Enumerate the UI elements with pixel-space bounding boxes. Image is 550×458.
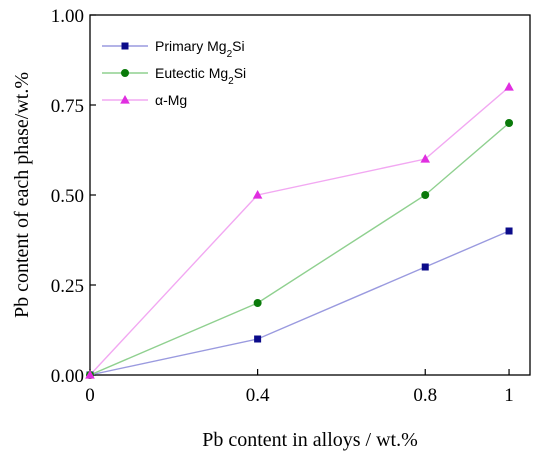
- data-point: [421, 191, 430, 199]
- y-tick-label: 0.75: [51, 96, 84, 117]
- data-point: [504, 82, 514, 91]
- series-line-1: [89, 122, 510, 376]
- data-point: [421, 263, 429, 271]
- series-lines: [89, 86, 510, 376]
- data-point: [505, 227, 513, 235]
- legend-entry: Eutectic Mg2Si: [155, 65, 246, 87]
- x-tick-label: 0: [85, 385, 95, 406]
- series-line-0: [89, 230, 510, 376]
- y-tick-label: 0.25: [51, 276, 84, 297]
- data-point: [254, 335, 262, 343]
- data-point: [85, 370, 95, 379]
- legend-entry: α-Mg: [155, 92, 187, 108]
- legend-marker: [121, 69, 129, 77]
- y-tick-label: 0.50: [51, 186, 84, 207]
- data-point: [252, 190, 263, 199]
- y-axis-label: Pb content of each phase/wt.%: [11, 72, 33, 318]
- legend-marker: [121, 42, 129, 50]
- data-point: [420, 154, 431, 163]
- data-point: [253, 299, 262, 307]
- x-axis-label: Pb content in alloys / wt.%: [202, 429, 418, 451]
- y-tick-label: 1.00: [51, 6, 84, 27]
- legend-entry: Primary Mg2Si: [155, 38, 245, 60]
- legend-marker: [120, 95, 130, 104]
- x-tick-label: 0.8: [413, 385, 437, 406]
- axis-ticks: 0 0.4 0.8 1 0.00 0.25 0.50 0.75 1.00: [51, 6, 514, 406]
- legend: Primary Mg2Si Eutectic Mg2Si α-Mg: [102, 38, 246, 108]
- series-markers: [85, 82, 514, 379]
- x-tick-label: 0.4: [246, 385, 270, 406]
- series-line-2: [89, 86, 510, 376]
- y-tick-label: 0.00: [51, 366, 84, 387]
- data-point: [505, 119, 514, 127]
- x-tick-label: 1: [504, 385, 514, 406]
